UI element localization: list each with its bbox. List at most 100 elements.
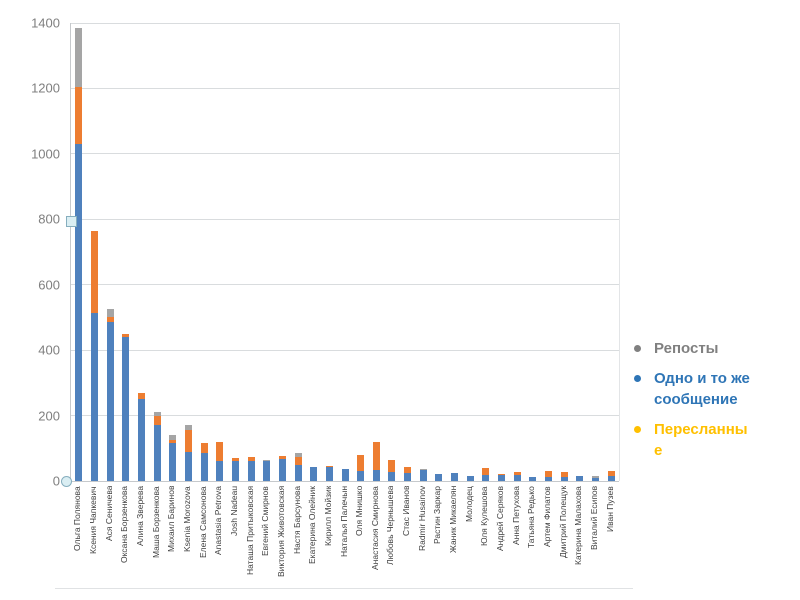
bar-segment[interactable] bbox=[90, 230, 98, 313]
bar-segment[interactable] bbox=[404, 472, 412, 481]
bar-segment[interactable] bbox=[263, 459, 271, 462]
bar-Наталья Палечын[interactable] bbox=[341, 468, 349, 481]
bar-Дмитрий Полещук[interactable] bbox=[560, 471, 568, 481]
bar-segment[interactable] bbox=[325, 465, 333, 468]
bar-segment[interactable] bbox=[231, 461, 239, 481]
bar-segment[interactable] bbox=[263, 461, 271, 481]
bar-segment[interactable] bbox=[388, 460, 396, 472]
selection-handle-bottom-left[interactable] bbox=[61, 476, 72, 487]
bar-Михаил Баринов[interactable] bbox=[169, 435, 177, 481]
bar-Josh Nadeau[interactable] bbox=[231, 458, 239, 481]
bar-segment[interactable] bbox=[545, 477, 553, 481]
bar-segment[interactable] bbox=[576, 476, 584, 481]
bar-segment[interactable] bbox=[247, 456, 255, 461]
bar-segment[interactable] bbox=[310, 467, 318, 481]
bar-Анна Петухова[interactable] bbox=[513, 472, 521, 481]
bar-segment[interactable] bbox=[607, 476, 615, 481]
bar-Наташа Притыковская[interactable] bbox=[247, 456, 255, 481]
bar-segment[interactable] bbox=[388, 471, 396, 481]
bar-Оксана Борзенкова[interactable] bbox=[122, 333, 130, 481]
bar-Radmir Husainov[interactable] bbox=[419, 468, 427, 481]
bar-Андрей Серяков[interactable] bbox=[498, 473, 506, 481]
bar-segment[interactable] bbox=[278, 456, 286, 460]
bar-segment[interactable] bbox=[169, 440, 177, 444]
bar-segment[interactable] bbox=[513, 475, 521, 481]
bar-segment[interactable] bbox=[184, 430, 192, 452]
bar-Иван Пузев[interactable] bbox=[607, 470, 615, 481]
bar-segment[interactable] bbox=[169, 443, 177, 481]
bar-Маша Борзенкова[interactable] bbox=[153, 412, 161, 481]
bar-Катерина Малахова[interactable] bbox=[576, 476, 584, 481]
bar-segment[interactable] bbox=[153, 425, 161, 481]
bar-segment[interactable] bbox=[184, 451, 192, 481]
bar-segment[interactable] bbox=[498, 475, 506, 481]
bar-segment[interactable] bbox=[372, 469, 380, 481]
legend-item-3[interactable]: Пересланные bbox=[630, 419, 754, 461]
bar-Ksenia Morozova[interactable] bbox=[184, 425, 192, 481]
bar-segment[interactable] bbox=[419, 470, 427, 481]
bar-Жаник Микаелян[interactable] bbox=[451, 473, 459, 481]
bar-Ольга Полянова[interactable] bbox=[75, 27, 83, 481]
bar-Евгений Смирнов[interactable] bbox=[263, 459, 271, 481]
bar-segment[interactable] bbox=[106, 309, 114, 318]
bar-segment[interactable] bbox=[137, 392, 145, 400]
bar-segment[interactable] bbox=[153, 412, 161, 416]
bar-segment[interactable] bbox=[75, 144, 83, 481]
bar-Татьяна Редько[interactable] bbox=[529, 476, 537, 481]
bar-segment[interactable] bbox=[529, 476, 537, 481]
bar-segment[interactable] bbox=[357, 470, 365, 481]
selection-handle-mid-left[interactable] bbox=[66, 216, 77, 227]
bar-segment[interactable] bbox=[435, 473, 443, 481]
bar-segment[interactable] bbox=[372, 441, 380, 470]
bar-segment[interactable] bbox=[592, 476, 599, 478]
bar-segment[interactable] bbox=[513, 472, 521, 476]
bar-Артем Филатов[interactable] bbox=[545, 471, 553, 481]
bar-segment[interactable] bbox=[153, 415, 161, 426]
bar-segment[interactable] bbox=[545, 471, 553, 478]
bar-segment[interactable] bbox=[466, 475, 474, 481]
bar-segment[interactable] bbox=[247, 460, 255, 481]
bar-segment[interactable] bbox=[482, 467, 490, 476]
bar-Ксения Чапкевич[interactable] bbox=[90, 230, 98, 481]
legend-item-2[interactable]: Одно и то же сообщение bbox=[630, 368, 754, 410]
bar-segment[interactable] bbox=[498, 473, 506, 476]
bar-Анастасия Смирнова[interactable] bbox=[372, 441, 380, 481]
bar-segment[interactable] bbox=[216, 441, 224, 462]
bar-segment[interactable] bbox=[75, 86, 83, 145]
bar-segment[interactable] bbox=[482, 475, 490, 481]
bar-Екатерина Олейник[interactable] bbox=[310, 467, 318, 481]
bar-Любовь Чернышева[interactable] bbox=[388, 460, 396, 481]
bar-segment[interactable] bbox=[341, 468, 349, 481]
bar-segment[interactable] bbox=[419, 468, 427, 471]
bar-segment[interactable] bbox=[90, 312, 98, 481]
bar-segment[interactable] bbox=[325, 467, 333, 481]
bar-segment[interactable] bbox=[357, 454, 365, 471]
bar-Юля Кулешова[interactable] bbox=[482, 467, 490, 481]
bar-segment[interactable] bbox=[294, 452, 302, 458]
bar-segment[interactable] bbox=[404, 466, 412, 473]
bar-segment[interactable] bbox=[607, 470, 615, 477]
bar-segment[interactable] bbox=[200, 443, 208, 454]
bar-Растин Заркар[interactable] bbox=[435, 473, 443, 481]
legend-item-1[interactable]: Репосты bbox=[630, 338, 754, 359]
bar-segment[interactable] bbox=[451, 473, 459, 481]
plot-area[interactable] bbox=[70, 22, 620, 482]
bar-segment[interactable] bbox=[560, 477, 568, 481]
bar-segment[interactable] bbox=[122, 337, 130, 481]
bar-segment[interactable] bbox=[560, 471, 568, 478]
bar-Оля Мнишко[interactable] bbox=[357, 454, 365, 481]
bar-segment[interactable] bbox=[294, 457, 302, 465]
bar-segment[interactable] bbox=[592, 477, 599, 481]
bar-Виталий Есипов[interactable] bbox=[592, 476, 599, 481]
bar-segment[interactable] bbox=[216, 461, 224, 481]
bar-segment[interactable] bbox=[137, 399, 145, 481]
bar-segment[interactable] bbox=[75, 27, 83, 87]
bar-segment[interactable] bbox=[278, 459, 286, 481]
bar-Кирилл Мойзик[interactable] bbox=[325, 465, 333, 481]
bar-segment[interactable] bbox=[122, 333, 130, 338]
bar-segment[interactable] bbox=[184, 425, 192, 431]
bar-Настя Барсунова[interactable] bbox=[294, 452, 302, 481]
bar-segment[interactable] bbox=[169, 435, 177, 441]
bar-Стас Иванов[interactable] bbox=[404, 466, 412, 481]
